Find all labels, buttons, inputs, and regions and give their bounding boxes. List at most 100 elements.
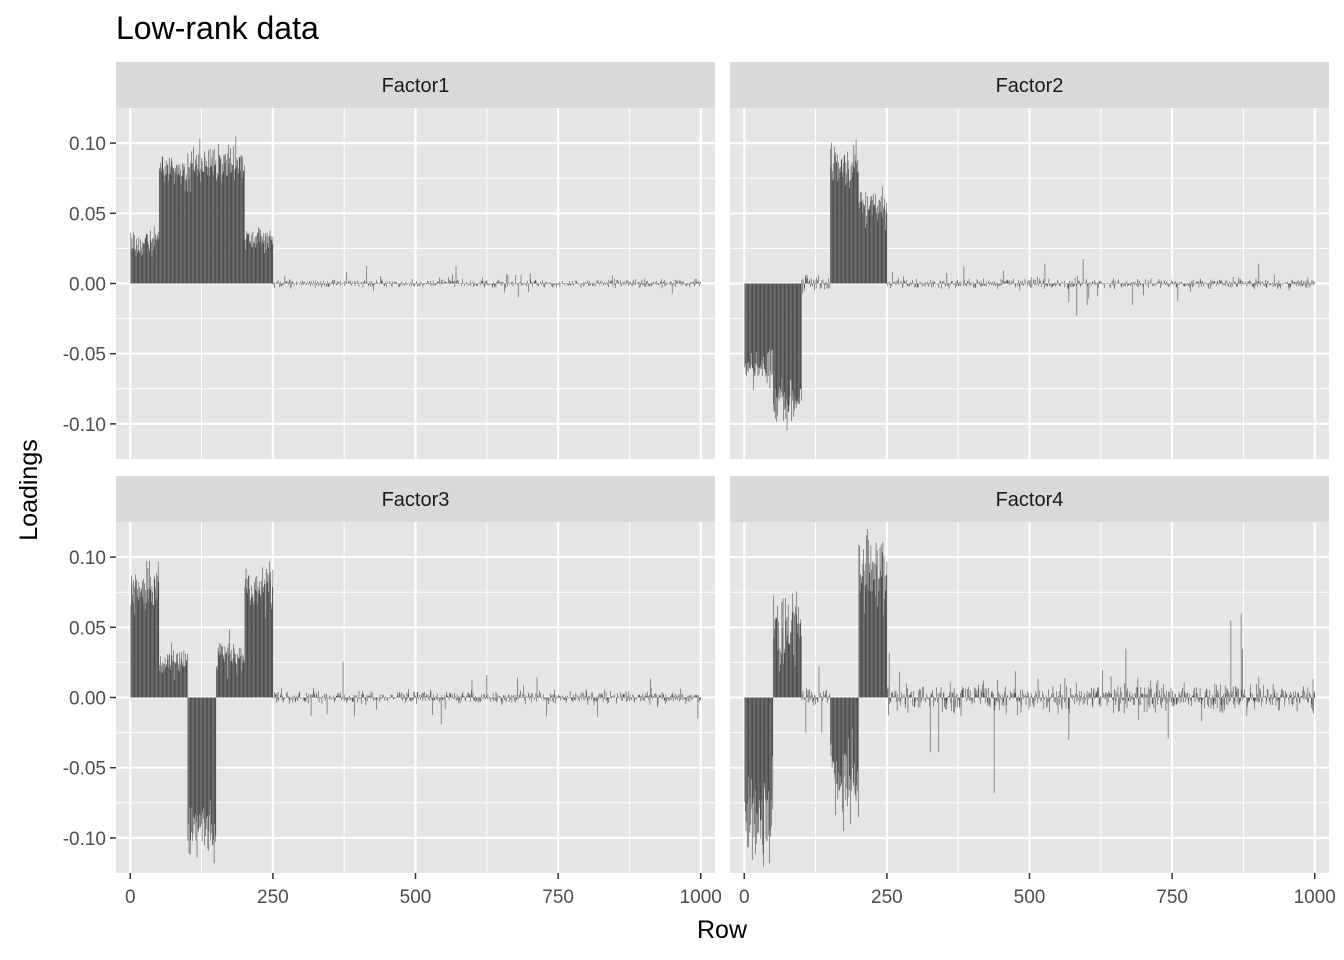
bar — [238, 156, 240, 284]
bar — [340, 695, 342, 698]
bar — [617, 695, 619, 698]
bar — [645, 283, 646, 286]
bar — [1123, 283, 1124, 286]
bar — [287, 281, 289, 284]
bar — [664, 697, 666, 700]
bar — [1188, 282, 1190, 284]
bar — [951, 697, 952, 711]
bar — [971, 283, 972, 285]
bar — [1102, 283, 1104, 285]
bar — [890, 697, 891, 702]
bar — [770, 283, 772, 375]
bar — [882, 552, 883, 698]
bar — [923, 697, 925, 701]
bar — [644, 695, 646, 698]
bar — [685, 697, 687, 704]
bar — [1069, 281, 1070, 284]
bar — [1306, 283, 1308, 288]
bar — [188, 697, 189, 825]
bar — [985, 697, 986, 704]
bar — [276, 697, 277, 703]
bar — [301, 697, 302, 699]
bar — [872, 561, 873, 698]
bar — [1290, 695, 1292, 698]
bar — [1076, 283, 1078, 317]
bar — [1252, 283, 1254, 286]
bar — [368, 283, 370, 286]
bar — [266, 232, 268, 284]
bar — [376, 282, 378, 284]
bar — [432, 697, 434, 701]
bar — [849, 697, 851, 776]
bar — [928, 283, 930, 285]
bar — [687, 696, 688, 698]
bar — [1089, 693, 1090, 698]
bar — [160, 162, 161, 284]
bar — [875, 208, 877, 284]
bar — [1033, 697, 1035, 708]
bar — [639, 282, 640, 284]
bar — [1091, 697, 1093, 706]
bar — [432, 697, 433, 715]
bar — [1234, 697, 1236, 709]
bar — [973, 697, 975, 704]
bar — [955, 283, 956, 288]
bar — [457, 280, 459, 284]
bar — [698, 282, 699, 284]
bar — [238, 173, 239, 284]
bar — [338, 282, 340, 284]
bar — [887, 689, 888, 698]
bar — [552, 283, 553, 288]
bar — [1050, 283, 1052, 288]
bar — [694, 278, 696, 284]
bar — [377, 283, 379, 285]
bar — [541, 282, 543, 284]
bar — [290, 283, 291, 289]
bar — [1097, 690, 1099, 698]
bar — [396, 692, 398, 698]
bar — [1282, 689, 1284, 698]
bar — [153, 576, 155, 698]
bar — [1140, 687, 1142, 698]
bar — [567, 283, 569, 286]
bar — [345, 281, 347, 284]
bar — [1231, 283, 1233, 288]
bar — [333, 283, 334, 286]
bar — [548, 282, 550, 284]
bar — [671, 694, 673, 698]
bar — [499, 695, 500, 698]
bar — [1249, 697, 1251, 701]
bar — [745, 697, 747, 831]
bar — [1275, 696, 1276, 698]
bar — [861, 582, 863, 698]
bar — [1220, 684, 1221, 698]
bar — [1163, 279, 1165, 284]
bar — [228, 144, 229, 284]
bar — [196, 697, 198, 858]
bar — [1191, 281, 1193, 284]
bar — [1073, 283, 1075, 286]
bar — [1307, 697, 1308, 703]
bar — [1273, 697, 1274, 699]
bar — [667, 697, 668, 699]
bar — [1248, 281, 1249, 284]
bar — [640, 283, 642, 285]
bar — [449, 280, 451, 284]
bar — [831, 180, 833, 284]
bar — [889, 697, 891, 705]
bar — [1171, 279, 1172, 284]
bar — [259, 581, 261, 698]
bar — [317, 697, 318, 699]
bar — [1255, 283, 1256, 286]
bar — [1241, 648, 1243, 698]
bar — [483, 694, 484, 698]
bar — [1160, 697, 1162, 709]
bar — [604, 697, 606, 700]
bar — [1187, 283, 1189, 286]
bar — [197, 175, 198, 284]
bar — [1071, 281, 1073, 284]
bar — [206, 697, 208, 816]
bar — [555, 695, 557, 698]
bar — [1266, 283, 1268, 288]
bar — [623, 694, 625, 698]
